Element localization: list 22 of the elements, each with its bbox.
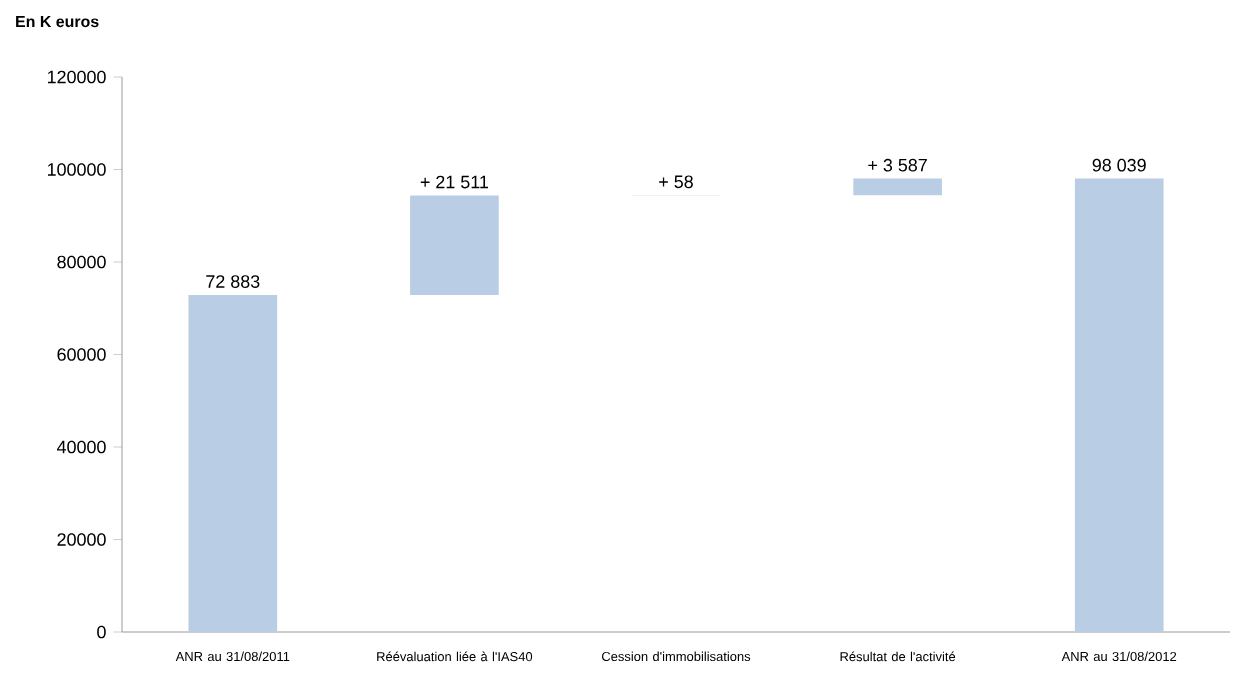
bar bbox=[410, 195, 499, 295]
bar bbox=[188, 294, 278, 632]
data-label: 98 039 bbox=[1092, 158, 1146, 172]
y-tick-label: 0 bbox=[97, 625, 106, 639]
data-label: + 3 587 bbox=[868, 158, 927, 172]
chart-title: En K euros bbox=[16, 16, 99, 28]
y-tick-label: 60000 bbox=[57, 348, 106, 361]
y-tick-label: 120000 bbox=[47, 70, 106, 84]
y-tick-label: 20000 bbox=[57, 533, 106, 546]
x-tick-label: Résultat de l'activité bbox=[840, 651, 956, 662]
x-tick-label: Cession d'immobilisations bbox=[602, 651, 751, 662]
bar bbox=[853, 178, 942, 196]
data-label: + 21 511 bbox=[420, 175, 489, 189]
x-tick-label: Réévaluation liée à l'IAS40 bbox=[377, 651, 533, 662]
y-tick-label: 40000 bbox=[56, 440, 106, 454]
data-label: + 58 bbox=[659, 175, 693, 189]
data-label: 72 883 bbox=[206, 275, 260, 288]
x-tick-label: ANR au 31/08/2011 bbox=[175, 651, 290, 662]
x-tick-label: ANR au 31/08/2012 bbox=[1061, 651, 1177, 662]
y-tick-label: 80000 bbox=[57, 255, 106, 269]
y-tick-label: 100000 bbox=[47, 163, 106, 176]
bar bbox=[1074, 178, 1164, 632]
